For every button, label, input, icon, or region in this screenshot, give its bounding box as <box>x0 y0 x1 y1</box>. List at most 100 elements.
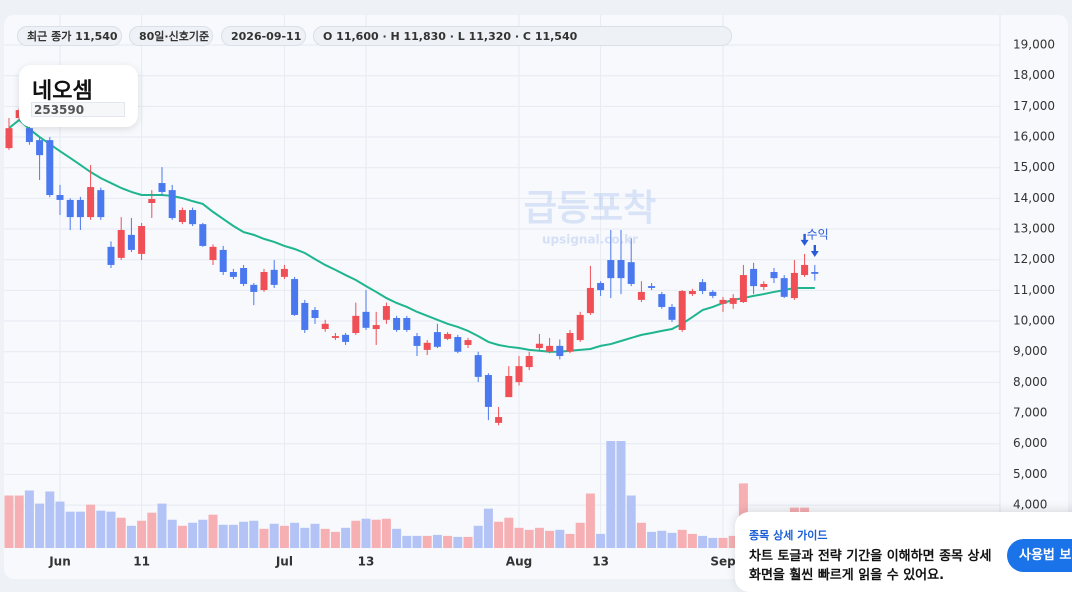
candle-body <box>454 337 462 352</box>
candle-body <box>607 260 615 279</box>
volume-bar <box>412 535 422 548</box>
volume-bar <box>708 537 718 548</box>
volume-bar <box>534 527 544 548</box>
candle-body <box>270 269 278 285</box>
volume-bar <box>381 518 391 548</box>
x-tick-label: 13 <box>592 555 609 569</box>
candle-body <box>117 229 125 258</box>
candle-body <box>760 283 768 288</box>
watermark-title: 급등포착 <box>524 188 656 229</box>
candle-body <box>637 291 645 300</box>
y-tick-label: 10,000 <box>1013 314 1055 328</box>
y-tick-label: 17,000 <box>1013 99 1055 113</box>
volume-bar <box>483 508 493 548</box>
volume-bar <box>606 441 616 548</box>
volume-bar <box>718 537 728 548</box>
candle-body <box>97 190 105 218</box>
candle-body <box>474 355 482 377</box>
candle-body <box>515 366 523 383</box>
x-tick-label: Sep <box>710 555 736 569</box>
candle-body <box>382 306 390 320</box>
y-tick-label: 12,000 <box>1013 252 1055 266</box>
candle-body <box>393 317 401 330</box>
volume-bar <box>96 510 106 548</box>
candle-body <box>648 286 656 288</box>
candle-body <box>168 190 176 219</box>
candle-body <box>423 342 431 350</box>
candle-body <box>148 199 156 203</box>
volume-bar <box>422 535 432 548</box>
volume-bar <box>137 520 147 548</box>
candle-body <box>444 333 452 339</box>
pill: 2026-09-11 <box>221 26 306 46</box>
volume-bar <box>24 490 34 548</box>
candle-body <box>342 334 350 342</box>
volume-bar <box>116 517 126 548</box>
candle-body <box>566 333 574 352</box>
volume-bar <box>218 524 228 548</box>
candle-body <box>576 314 584 341</box>
volume-bar <box>728 535 738 548</box>
volume-bar <box>341 527 351 548</box>
volume-bar <box>677 529 687 548</box>
volume-bar <box>147 512 157 548</box>
candle-body <box>739 275 747 303</box>
candle-body <box>199 224 207 246</box>
candle-body <box>280 268 288 277</box>
candle-body <box>729 298 737 304</box>
volume-bar <box>443 535 453 548</box>
volume-bar <box>167 519 177 548</box>
pill: 최근 종가 11,540 <box>17 26 122 46</box>
stock-code: 253590 <box>31 102 125 117</box>
volume-bar <box>86 504 96 548</box>
candle-body <box>209 246 217 261</box>
candle-body <box>291 279 299 315</box>
stock-name: 네오셈 <box>32 79 93 104</box>
chart-panel <box>4 15 1068 579</box>
volume-bar <box>657 530 667 548</box>
candle-body <box>433 332 441 347</box>
candle-body <box>260 271 268 291</box>
candle-body <box>56 195 64 200</box>
y-tick-label: 16,000 <box>1013 130 1055 144</box>
candle-body <box>770 271 778 279</box>
volume-bar <box>524 529 534 548</box>
volume-bar <box>647 531 657 548</box>
volume-bar <box>616 441 626 548</box>
candle-body <box>5 128 13 149</box>
volume-bar <box>300 527 310 548</box>
watermark-url: upsignal.co.kr <box>542 233 638 247</box>
volume-bar <box>667 532 677 548</box>
candle-body <box>301 302 309 330</box>
candle-body <box>76 199 84 218</box>
candle-body <box>321 323 329 330</box>
volume-bar <box>463 536 473 548</box>
guide-panel: 종목 상세 가이드 차트 토글과 전략 기간을 이해하면 종목 상세 화면을 훨… <box>735 512 1072 592</box>
volume-bar <box>198 519 208 548</box>
candle-body <box>525 356 533 368</box>
volume-bar <box>35 503 45 548</box>
candle-body <box>597 283 605 291</box>
candle-body <box>240 268 248 284</box>
y-tick-label: 13,000 <box>1013 222 1055 236</box>
x-tick-label: Aug <box>506 555 532 569</box>
volume-bar <box>432 534 442 548</box>
volume-bar <box>371 519 381 548</box>
signal-arrow <box>800 233 809 246</box>
candle-body <box>158 183 166 192</box>
volume-bar <box>279 525 289 548</box>
candle-body <box>219 249 227 272</box>
volume-bar <box>239 521 249 548</box>
annotation-label: 수익 <box>807 227 829 241</box>
y-tick-label: 8,000 <box>1013 375 1047 389</box>
volume-bar <box>473 525 483 548</box>
guide-button[interactable]: 사용법 보기 <box>1007 539 1072 572</box>
candle-body <box>790 272 798 299</box>
y-tick-label: 6,000 <box>1013 436 1047 450</box>
volume-bar <box>565 533 575 548</box>
volume-bar <box>575 522 585 548</box>
y-tick-label: 15,000 <box>1013 160 1055 174</box>
guide-line: 화면을 훨씬 빠르게 읽을 수 있어요. <box>749 568 945 583</box>
volume-bar <box>157 503 167 548</box>
volume-bar <box>45 491 55 548</box>
